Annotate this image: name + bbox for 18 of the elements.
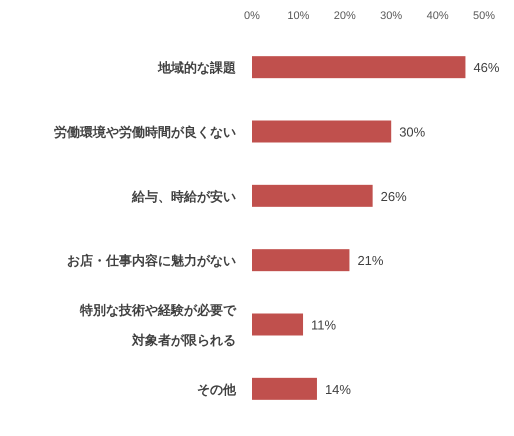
y-tick-label: 給与、時給が安い: [131, 188, 236, 204]
x-tick-label: 50%: [472, 10, 496, 22]
data-label: 14%: [324, 382, 352, 397]
y-tick-label: 労働環境や労働時間が良くない: [54, 124, 236, 140]
data-label: 30%: [399, 124, 426, 140]
data-label: 26%: [380, 188, 408, 204]
x-tick-label: 0%: [244, 10, 260, 22]
y-tick-label: 地域的な課題: [157, 60, 236, 76]
data-label: 11%: [311, 318, 337, 332]
x-tick-label: 30%: [380, 10, 402, 22]
data-label: 46%: [473, 60, 500, 76]
x-tick-label: 10%: [287, 10, 310, 22]
data-label: 21%: [357, 253, 384, 268]
y-tick-label: 特別な技術や経験が必要で対象者が限られる: [79, 302, 237, 348]
y-tick-label: お店・仕事内容に魅力がない: [67, 253, 236, 268]
x-tick-label: 40%: [426, 10, 449, 22]
x-tick-label: 20%: [334, 10, 356, 22]
y-tick-label: その他: [197, 382, 237, 397]
